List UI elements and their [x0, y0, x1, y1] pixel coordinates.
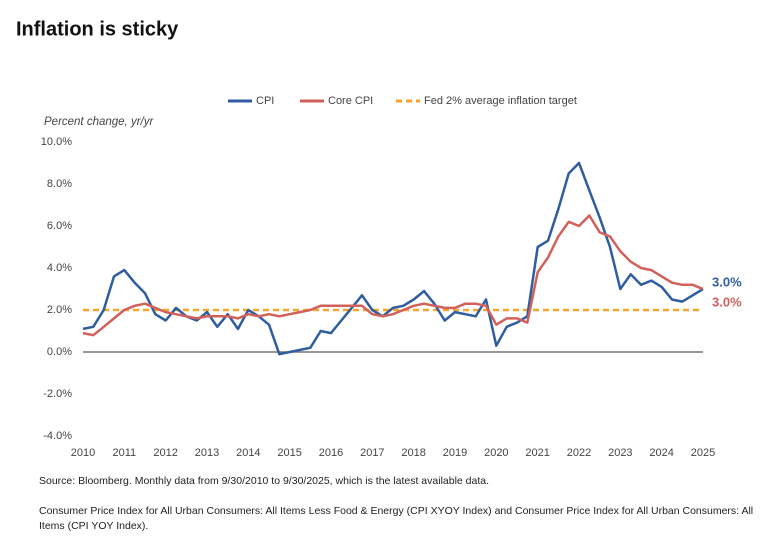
x-tick-label: 2010 — [71, 447, 95, 459]
y-tick-label: 2.0% — [47, 304, 72, 316]
x-tick-label: 2025 — [691, 447, 715, 459]
legend-label: Fed 2% average inflation target — [424, 95, 577, 107]
legend-label: CPI — [256, 95, 274, 107]
y-tick-label: -2.0% — [43, 388, 72, 400]
chart: Inflation is sticky Percent change, yr/y… — [16, 18, 742, 459]
x-tick-label: 2012 — [153, 447, 177, 459]
end-label: 3.0% — [712, 274, 742, 289]
x-tick-label: 2013 — [195, 447, 219, 459]
x-tick-label: 2022 — [567, 447, 591, 459]
source-note: Source: Bloomberg. Monthly data from 9/3… — [39, 475, 490, 487]
x-tick-label: 2018 — [401, 447, 425, 459]
x-tick-label: 2015 — [277, 447, 301, 459]
x-tick-label: 2016 — [319, 447, 343, 459]
x-tick-label: 2014 — [236, 447, 260, 459]
footnote: Consumer Price Index for All Urban Consu… — [39, 505, 754, 532]
y-axis-label: Percent change, yr/yr — [44, 116, 154, 128]
x-tick-label: 2011 — [113, 447, 137, 459]
x-tick-label: 2024 — [649, 447, 673, 459]
series-line — [82, 214, 704, 337]
end-label: 3.0% — [712, 294, 742, 309]
x-tick-label: 2020 — [484, 447, 508, 459]
y-tick-label: 6.0% — [47, 220, 72, 232]
chart-title: Inflation is sticky — [16, 18, 179, 40]
series-line — [82, 161, 704, 356]
y-tick-label: 8.0% — [47, 178, 72, 190]
y-tick-label: 4.0% — [47, 262, 72, 274]
x-tick-label: 2017 — [360, 447, 384, 459]
y-tick-label: 10.0% — [41, 136, 72, 148]
x-tick-label: 2019 — [443, 447, 467, 459]
x-tick-label: 2023 — [608, 447, 632, 459]
legend-label: Core CPI — [328, 95, 373, 107]
y-tick-label: 0.0% — [47, 346, 72, 358]
y-tick-label: -4.0% — [43, 430, 72, 442]
x-tick-label: 2021 — [525, 447, 549, 459]
